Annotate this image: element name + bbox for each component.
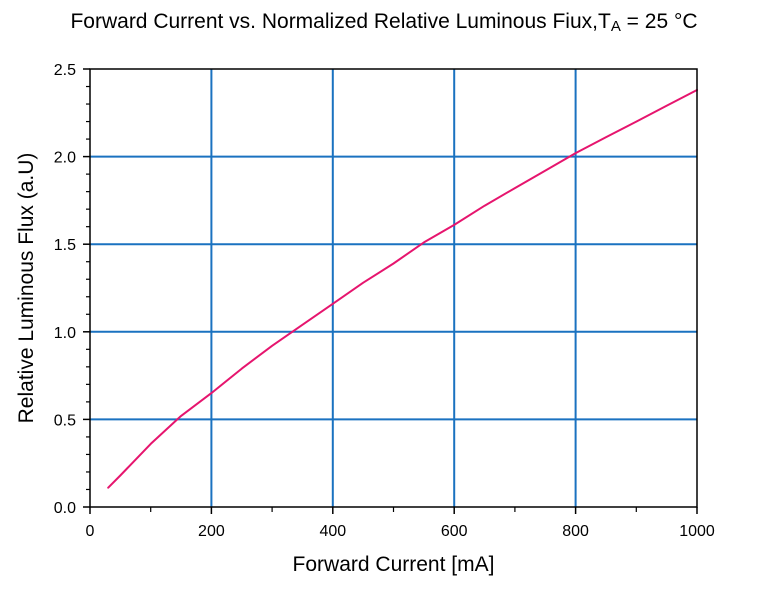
y-tick-label: 0.5 (54, 412, 76, 429)
chart-title-main: Forward Current vs. Normalized Relative … (70, 10, 611, 33)
x-tick-label: 800 (562, 523, 589, 540)
x-axis-label: Forward Current [mA] (293, 553, 495, 576)
chart-title-subscript: A (610, 18, 621, 35)
plot-frame (89, 68, 698, 508)
y-axis-label: Relative Luminous Flux (a.U) (15, 153, 38, 424)
x-tick-label: 0 (86, 523, 95, 540)
y-tick-label: 2.0 (54, 150, 76, 167)
series-line (107, 89, 698, 489)
major-ticks (83, 68, 698, 514)
grid-lines (90, 69, 697, 507)
x-tick-label: 400 (319, 523, 346, 540)
x-tick-label: 1000 (679, 523, 715, 540)
y-tick-label: 1.0 (54, 325, 76, 342)
chart-title: Forward Current vs. Normalized Relative … (0, 10, 768, 35)
minor-ticks (86, 85, 637, 512)
tick-labels: 0 200 400 600 800 1000 0.0 0.5 1.0 1.5 2.0 2.5 (54, 62, 715, 540)
y-tick-label: 0.0 (54, 500, 76, 517)
y-tick-label: 1.5 (54, 237, 76, 254)
series-group (107, 89, 698, 489)
y-tick-label: 2.5 (54, 62, 76, 79)
x-tick-label: 600 (441, 523, 468, 540)
x-tick-label: 200 (198, 523, 225, 540)
chart-title-suffix: = 25 °C (620, 10, 698, 33)
